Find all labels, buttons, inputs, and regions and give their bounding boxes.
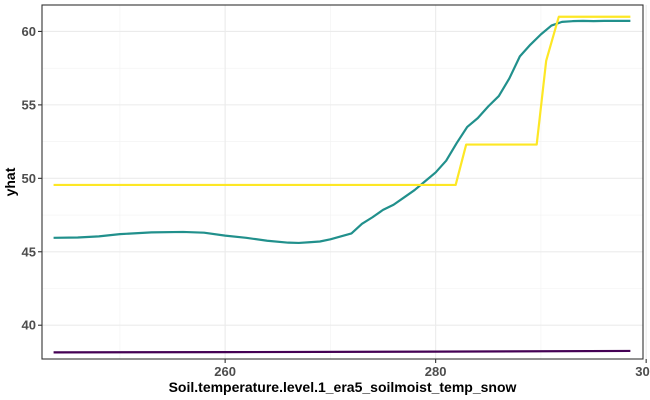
y-tick-label: 40 — [22, 318, 36, 333]
y-tick-label: 45 — [22, 244, 36, 259]
y-axis-title: yhat — [2, 167, 18, 196]
x-tick-label: 260 — [214, 364, 236, 379]
x-tick-label: 300 — [635, 364, 650, 379]
minor-gridlines — [42, 5, 643, 359]
series-lines — [53, 15, 631, 354]
y-tick-label: 50 — [22, 171, 36, 186]
y-axis-tick-labels: 40 45 50 55 60 — [22, 24, 36, 333]
y-tick-label: 55 — [22, 97, 36, 112]
series-line-purple — [53, 349, 631, 354]
series-line-yellow — [53, 15, 631, 187]
series-line-teal — [53, 19, 631, 245]
plot-panel-border — [41, 4, 644, 360]
axis-ticks — [38, 30, 647, 363]
x-axis-tick-labels: 260 280 300 — [214, 364, 650, 379]
x-axis-title: Soil.temperature.level.1_era5_soilmoist_… — [169, 379, 517, 395]
x-tick-label: 280 — [425, 364, 447, 379]
y-tick-label: 60 — [22, 24, 36, 39]
